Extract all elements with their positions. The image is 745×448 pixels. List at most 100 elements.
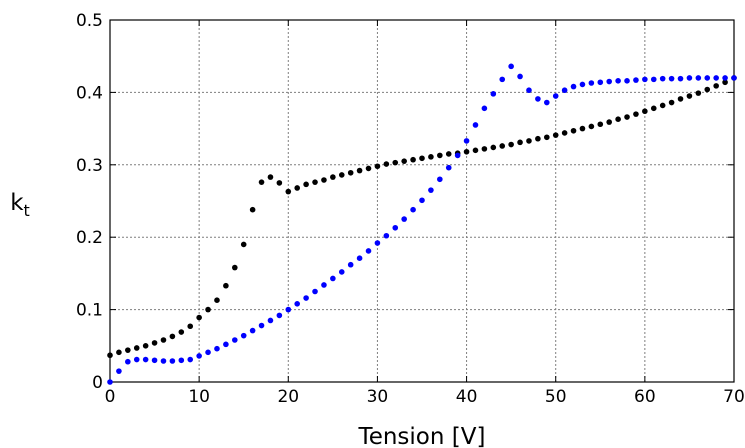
data-point	[490, 144, 497, 151]
data-point	[713, 75, 719, 81]
y-tick-label: 0.2	[76, 228, 103, 248]
x-tick-label: 10	[188, 387, 210, 407]
series-1-points	[107, 63, 737, 385]
data-point	[677, 96, 684, 102]
data-point	[116, 368, 122, 374]
data-point	[463, 148, 470, 155]
data-point	[356, 167, 363, 174]
y-tick-label: 0.4	[76, 83, 103, 103]
data-point	[544, 99, 550, 106]
data-point	[178, 329, 185, 335]
data-point	[338, 269, 345, 275]
data-point	[232, 264, 238, 271]
plot-area	[109, 19, 735, 383]
data-point	[561, 130, 568, 136]
data-point	[410, 156, 416, 163]
x-tick-label: 60	[634, 387, 656, 407]
data-point	[312, 179, 318, 185]
data-point	[187, 323, 194, 330]
data-point	[686, 75, 693, 81]
data-point	[526, 138, 532, 144]
data-point	[294, 185, 301, 191]
x-tick-label: 50	[545, 387, 567, 407]
data-point	[650, 76, 657, 83]
data-point	[597, 121, 604, 128]
data-point	[428, 154, 434, 160]
data-point	[517, 139, 523, 146]
data-point	[445, 164, 452, 171]
data-point	[677, 75, 684, 82]
data-point	[365, 165, 372, 172]
data-point	[410, 206, 416, 213]
data-point	[169, 358, 176, 364]
data-point	[437, 152, 443, 159]
data-point	[267, 174, 274, 180]
data-point	[303, 181, 309, 188]
data-point	[570, 83, 577, 90]
data-point	[125, 358, 131, 365]
data-point	[535, 96, 541, 102]
data-point	[535, 135, 541, 142]
data-point	[704, 86, 711, 93]
data-point	[294, 301, 301, 307]
data-point	[642, 76, 648, 83]
data-point	[561, 87, 568, 94]
x-tick-label: 40	[456, 387, 478, 407]
data-point	[686, 93, 693, 99]
data-point	[169, 333, 176, 340]
y-tick-label: 0.5	[76, 11, 103, 31]
data-point	[321, 282, 327, 288]
data-point	[392, 224, 399, 231]
data-point	[659, 75, 666, 82]
data-point	[490, 91, 497, 97]
x-tick-label: 20	[277, 387, 299, 407]
data-point	[312, 288, 318, 295]
data-point	[526, 87, 532, 94]
data-point	[499, 143, 506, 149]
y-tick-label: 0	[92, 373, 103, 393]
data-point	[624, 114, 630, 120]
data-point	[285, 306, 292, 313]
data-point	[695, 90, 702, 96]
data-point	[419, 155, 425, 162]
data-point	[401, 158, 407, 164]
data-point	[419, 197, 425, 204]
data-point	[330, 275, 336, 282]
data-point	[107, 379, 113, 385]
data-point	[463, 138, 470, 144]
data-point	[365, 248, 372, 254]
data-point	[374, 240, 381, 246]
data-point	[196, 353, 202, 359]
data-point	[428, 187, 434, 193]
data-point	[508, 63, 514, 70]
data-point	[321, 177, 327, 183]
data-point	[347, 169, 354, 176]
data-point	[125, 347, 131, 353]
data-point	[223, 282, 229, 289]
data-point	[133, 356, 140, 363]
data-point	[642, 108, 648, 115]
data-point	[258, 322, 265, 329]
data-point	[116, 349, 122, 356]
data-point	[178, 357, 185, 364]
data-point	[214, 297, 220, 303]
data-point	[223, 341, 229, 348]
data-point	[338, 172, 345, 178]
data-point	[472, 122, 479, 128]
data-point	[240, 332, 247, 339]
data-point	[240, 241, 247, 248]
data-point	[303, 295, 309, 301]
x-tick-label: 70	[723, 387, 745, 407]
series-0-points	[107, 75, 737, 359]
data-point	[704, 75, 711, 81]
data-point	[151, 357, 158, 364]
data-point	[570, 127, 577, 134]
data-points	[107, 63, 737, 385]
data-point	[330, 174, 336, 180]
y-axis-title: kt	[10, 190, 30, 220]
data-point	[481, 105, 488, 112]
data-point	[579, 81, 586, 88]
y-tick-label: 0.3	[76, 156, 103, 176]
data-point	[401, 216, 407, 222]
